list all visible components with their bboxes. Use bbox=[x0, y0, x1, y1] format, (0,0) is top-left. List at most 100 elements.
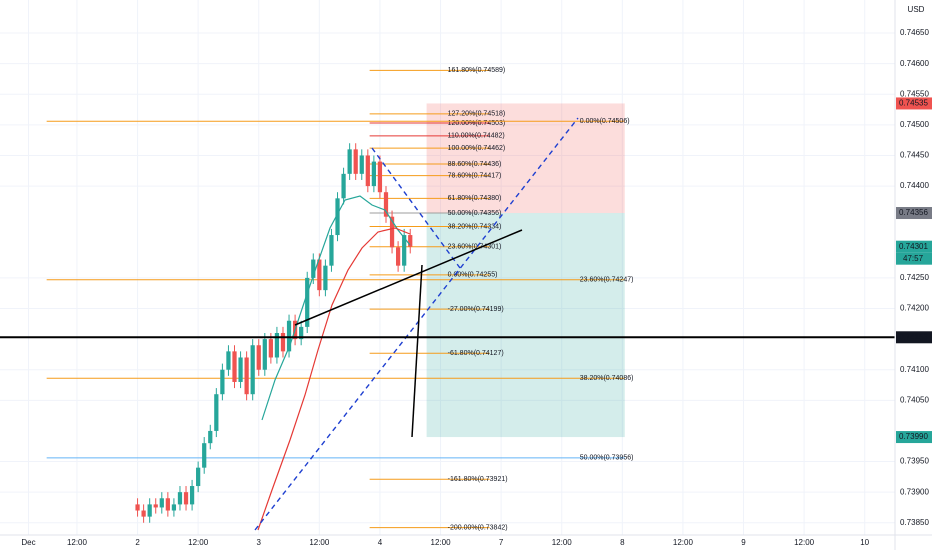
candle-body bbox=[171, 504, 177, 511]
candle-body bbox=[359, 155, 364, 174]
fib-label: 0.00%(0.74506) bbox=[580, 118, 630, 125]
candle-body bbox=[335, 198, 340, 236]
candle-body bbox=[347, 149, 352, 174]
loss-zone bbox=[426, 213, 625, 438]
fib-label: 127.20%(0.74518) bbox=[448, 111, 506, 118]
candle-body bbox=[268, 339, 273, 358]
candle-body bbox=[408, 235, 413, 247]
candle-body bbox=[311, 259, 316, 278]
y-tick-label: 0.74200 bbox=[900, 304, 929, 313]
x-tick-label: 4 bbox=[378, 538, 383, 547]
y-tick-label: 0.73850 bbox=[900, 518, 929, 527]
price-tag-label: 0.74301 bbox=[899, 242, 928, 251]
fib-label: 50.00%(0.73956) bbox=[580, 455, 634, 462]
fib-label: 50.00%(0.74356) bbox=[448, 210, 502, 217]
fib-label: 88.60%(0.74436) bbox=[448, 161, 502, 168]
candle-body bbox=[189, 486, 195, 505]
x-tick-label: 12:00 bbox=[67, 538, 88, 547]
fib-label: 110.00%(0.74482) bbox=[448, 133, 505, 140]
fib-label: -61.80%(0.74127) bbox=[448, 350, 504, 357]
candle-body bbox=[232, 351, 237, 382]
profit-zone bbox=[426, 103, 625, 214]
y-tick-label: 0.74500 bbox=[900, 120, 929, 129]
fib-label: -200.00%(0.73842) bbox=[448, 524, 508, 531]
x-tick-label: 12:00 bbox=[794, 538, 815, 547]
price-axis bbox=[895, 0, 932, 550]
y-tick-label: 0.73900 bbox=[900, 487, 929, 496]
candle-body bbox=[262, 339, 267, 370]
candle-body bbox=[196, 467, 201, 487]
y-tick-label: 0.74450 bbox=[900, 151, 929, 160]
fib-label: 161.80%(0.74589) bbox=[448, 67, 506, 74]
fib-label: 61.80%(0.74380) bbox=[448, 195, 502, 202]
fib-label: 38.20%(0.74086) bbox=[580, 375, 634, 382]
y-tick-label: 0.74650 bbox=[900, 28, 929, 37]
candle-body bbox=[341, 173, 346, 199]
candle-body bbox=[280, 332, 286, 352]
countdown: 47:57 bbox=[903, 254, 924, 263]
fib-label: 23.60%(0.74247) bbox=[580, 277, 634, 284]
x-tick-label: 3 bbox=[257, 538, 262, 547]
candle-body bbox=[323, 265, 328, 291]
fib-label: 100.00%(0.74462) bbox=[448, 145, 506, 152]
fast-ma bbox=[261, 195, 411, 421]
fib-label: 120.00%(0.74503) bbox=[448, 120, 506, 127]
y-tick-label: 0.74050 bbox=[900, 395, 929, 404]
price-tag bbox=[896, 431, 932, 444]
y-tick-label: 0.74550 bbox=[900, 89, 929, 98]
candle-body bbox=[208, 430, 213, 444]
candle-body bbox=[250, 345, 255, 395]
candle-body bbox=[135, 504, 140, 511]
time-axis bbox=[0, 535, 932, 550]
candle-body bbox=[305, 277, 310, 327]
candle-body bbox=[353, 149, 358, 174]
x-tick-label: 2 bbox=[135, 538, 140, 547]
x-tick-label: Dec bbox=[21, 538, 35, 547]
price-tag-label: 0.74535 bbox=[899, 99, 928, 108]
fib-label: -161.80%(0.73921) bbox=[448, 476, 508, 483]
x-tick-label: 10 bbox=[860, 538, 869, 547]
fib-label: 0.00%(0.74255) bbox=[448, 272, 498, 279]
trendline bbox=[411, 264, 423, 438]
candle-body bbox=[244, 357, 249, 395]
candle-body bbox=[317, 259, 322, 291]
candle-body bbox=[153, 504, 158, 508]
x-tick-label: 12:00 bbox=[309, 538, 330, 547]
currency: USD bbox=[908, 5, 925, 14]
y-tick-label: 0.74600 bbox=[900, 59, 929, 68]
candle-body bbox=[329, 235, 334, 266]
fib-label: 38.20%(0.74334) bbox=[448, 223, 502, 230]
x-tick-label: 9 bbox=[741, 538, 746, 547]
x-tick-label: 12:00 bbox=[552, 538, 573, 547]
slow-ma bbox=[257, 227, 411, 531]
candle-body bbox=[202, 443, 207, 468]
candle-body bbox=[141, 510, 146, 517]
candle-body bbox=[365, 155, 370, 187]
x-tick-label: 12:00 bbox=[431, 538, 452, 547]
candle-body bbox=[177, 492, 183, 505]
candle-body bbox=[256, 345, 261, 370]
price-tag bbox=[896, 331, 932, 344]
candle-body bbox=[389, 216, 395, 248]
price-tag bbox=[896, 207, 932, 220]
x-tick-label: 8 bbox=[620, 538, 625, 547]
candle-body bbox=[238, 357, 243, 382]
price-tag bbox=[896, 240, 932, 253]
candle-body bbox=[402, 235, 407, 266]
x-tick-label: 12:00 bbox=[188, 538, 209, 547]
y-tick-label: 0.74100 bbox=[900, 365, 929, 374]
candle-body bbox=[377, 161, 383, 193]
x-tick-label: 7 bbox=[499, 538, 504, 547]
candle-body bbox=[371, 161, 376, 187]
trend-dashed bbox=[371, 147, 461, 269]
trend-dashed bbox=[254, 117, 579, 531]
candle-body bbox=[383, 192, 389, 217]
price-tag-label: 0.73990 bbox=[899, 432, 928, 441]
y-tick-label: 0.74400 bbox=[900, 181, 929, 190]
y-tick-label: 0.74250 bbox=[900, 273, 929, 282]
trendline bbox=[294, 229, 523, 326]
y-tick-label: 0.73950 bbox=[900, 457, 929, 466]
candle-body bbox=[214, 394, 219, 431]
candle-body bbox=[286, 320, 292, 352]
candle-body bbox=[226, 351, 231, 370]
